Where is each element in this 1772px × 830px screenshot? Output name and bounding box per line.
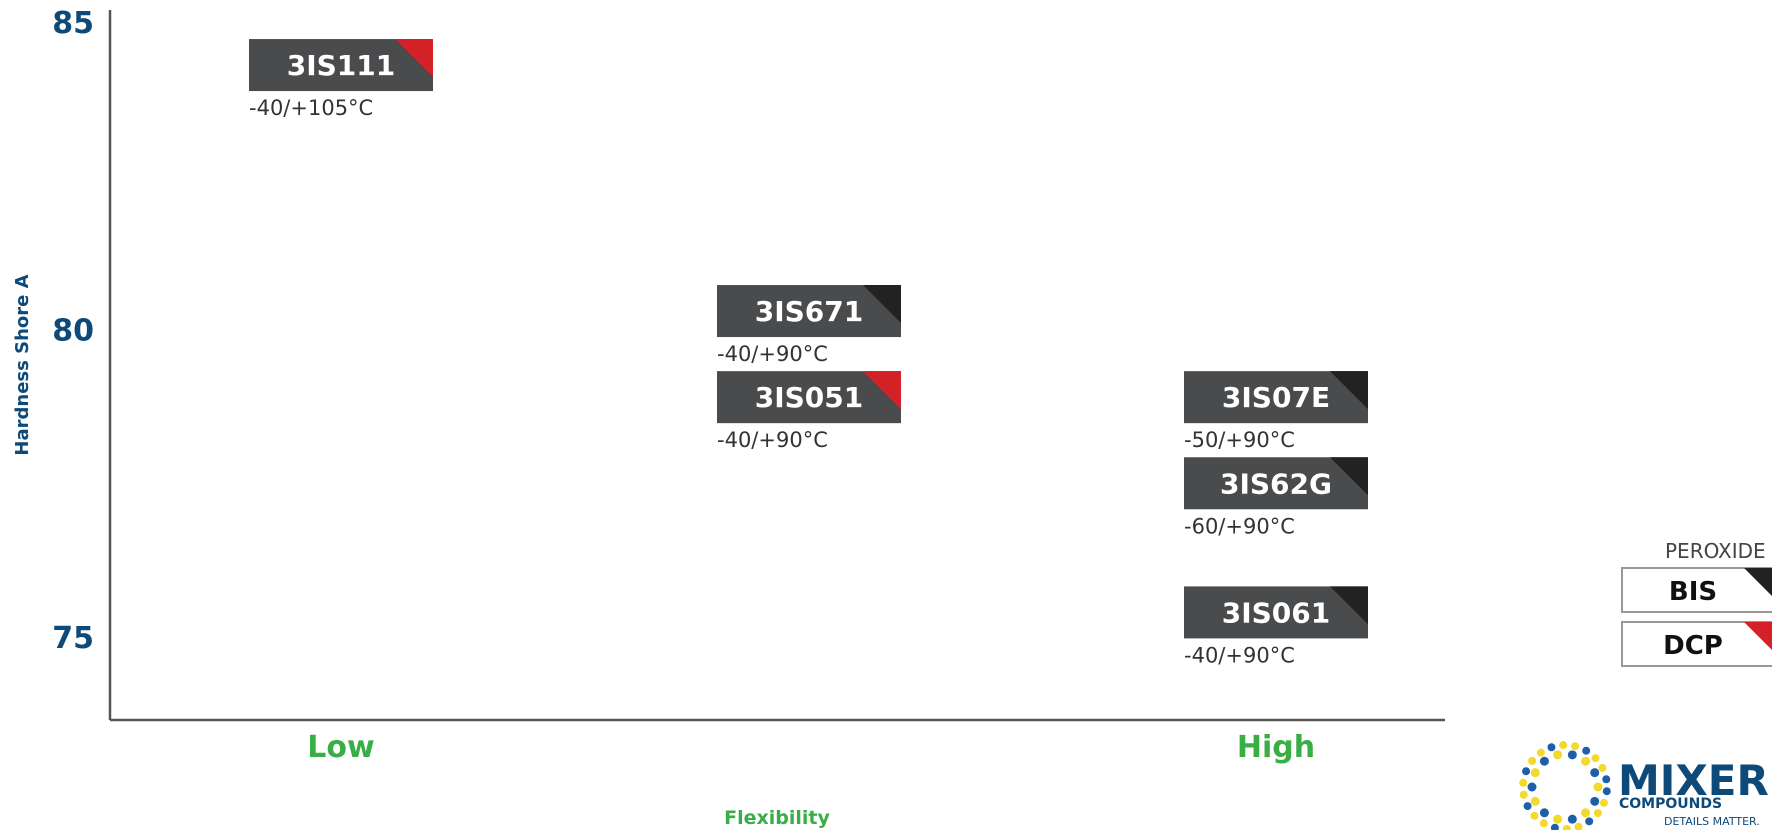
logo-dot xyxy=(1536,748,1545,757)
logo-dot xyxy=(1562,824,1571,830)
logo-dot xyxy=(1602,775,1611,784)
legend-box-dcp xyxy=(1621,621,1772,667)
temp-range-3is07e: -50/+90°C xyxy=(1184,428,1295,452)
logo-dot xyxy=(1553,814,1563,824)
legend-title: PEROXIDE xyxy=(1665,539,1766,563)
logo-dot xyxy=(1585,817,1594,826)
logo-dot xyxy=(1567,814,1577,824)
y-tick-label-85: 85 xyxy=(52,6,94,41)
logo-dot xyxy=(1598,763,1607,772)
logo-dot xyxy=(1523,802,1532,811)
point-box-3is62g xyxy=(1184,457,1368,510)
logo-dot xyxy=(1530,811,1539,820)
logo-dot xyxy=(1527,782,1537,792)
logo-dot xyxy=(1602,787,1611,796)
logo-dot xyxy=(1567,750,1577,760)
logo-dot xyxy=(1519,790,1528,799)
logo-line2: COMPOUNDS xyxy=(1619,796,1722,812)
logo-dot xyxy=(1571,742,1580,751)
temp-range-3is671: -40/+90°C xyxy=(717,342,828,366)
point-box-3is671 xyxy=(717,285,901,338)
logo-dot xyxy=(1539,819,1548,828)
peroxide-marker-3is051 xyxy=(863,371,901,410)
logo-dot xyxy=(1522,767,1531,776)
logo-dot xyxy=(1591,754,1600,763)
legend-swatch-bis xyxy=(1744,568,1772,596)
logo-dot xyxy=(1581,808,1591,818)
point-box-3is07e xyxy=(1184,371,1368,424)
logo-dot xyxy=(1581,756,1591,766)
legend-label-bis: BIS xyxy=(1669,577,1717,607)
logo-dot xyxy=(1553,750,1563,760)
logo-dot xyxy=(1530,796,1540,806)
peroxide-marker-3is671 xyxy=(863,285,901,324)
point-label-3is62g: 3IS62G xyxy=(1220,467,1332,500)
point-box-3is051 xyxy=(717,371,901,424)
point-label-3is671: 3IS671 xyxy=(755,295,864,328)
peroxide-marker-3is111 xyxy=(395,39,433,78)
x-axis-title: Flexibility xyxy=(724,807,830,829)
logo-dot xyxy=(1599,798,1608,807)
point-label-3is07e: 3IS07E xyxy=(1222,381,1330,414)
logo-dot xyxy=(1593,782,1603,792)
temp-range-3is111: -40/+105°C xyxy=(249,96,373,120)
logo-dot xyxy=(1582,746,1591,755)
temp-range-3is62g: -60/+90°C xyxy=(1184,514,1295,538)
point-box-3is061 xyxy=(1184,586,1368,639)
peroxide-marker-3is061 xyxy=(1330,586,1368,625)
x-tick-label-low: Low xyxy=(307,730,374,765)
y-axis-title: Hardness Shore A xyxy=(12,274,33,455)
logo-dot xyxy=(1539,808,1549,818)
point-label-3is061: 3IS061 xyxy=(1222,596,1331,629)
legend-box-bis xyxy=(1621,567,1772,613)
legend-swatch-dcp xyxy=(1744,622,1772,650)
legend-label-dcp: DCP xyxy=(1663,631,1723,661)
logo-tagline: DETAILS MATTER. xyxy=(1664,815,1760,828)
peroxide-marker-3is62g xyxy=(1330,457,1368,496)
logo-dot xyxy=(1593,809,1602,818)
temp-range-3is051: -40/+90°C xyxy=(717,428,828,452)
logo-dot xyxy=(1519,778,1528,787)
point-label-3is051: 3IS051 xyxy=(755,381,864,414)
point-label-3is111: 3IS111 xyxy=(287,49,396,82)
logo-dot xyxy=(1530,768,1540,778)
logo-dot xyxy=(1547,743,1556,752)
logo-dot xyxy=(1590,796,1600,806)
temp-range-3is061: -40/+90°C xyxy=(1184,643,1295,667)
logo-dot xyxy=(1590,768,1600,778)
logo-dot xyxy=(1574,822,1583,830)
logo-dot xyxy=(1550,823,1559,830)
logo-line1: MIXER xyxy=(1618,756,1769,805)
y-tick-label-80: 80 xyxy=(52,314,94,349)
point-box-3is111 xyxy=(249,39,433,92)
logo-dot xyxy=(1559,741,1568,750)
x-tick-label-high: High xyxy=(1237,730,1315,765)
logo-dot xyxy=(1528,756,1537,765)
y-tick-label-75: 75 xyxy=(52,621,94,656)
peroxide-marker-3is07e xyxy=(1330,371,1368,410)
logo-dot xyxy=(1539,756,1549,766)
